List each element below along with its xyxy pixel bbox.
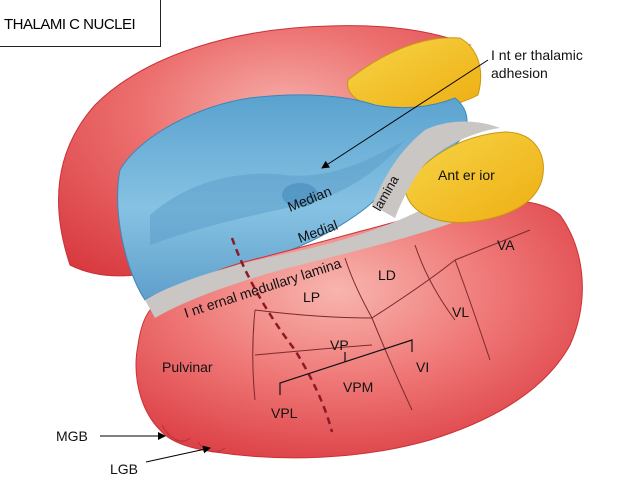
front-anterior-nucleus [404,131,544,224]
label-vi: VI [416,359,429,375]
label-vpl: VPL [271,405,298,421]
interthalamic-adhesion [282,183,318,207]
internal-medullary-lamina-band [145,205,460,318]
label-vl: VL [452,304,469,320]
label-lgb: LGB [110,461,138,477]
lgb-pointer [145,445,211,463]
label-interthalamic-line2: adhesion [491,65,548,81]
diagram-title: THALAMI C NUCLEI [4,16,136,33]
label-vp: VP [330,337,349,353]
mgb-bump [161,424,191,442]
label-pulvinar: Pulvinar [162,359,213,375]
vp-bracket [279,339,413,395]
label-interthalamic-line1: I nt er thalamic [491,47,583,63]
label-anterior: Ant er ior [438,167,495,183]
title-box: THALAMI C NUCLEI [0,0,161,47]
lamina-rim [372,121,500,218]
label-lp: LP [303,289,320,305]
median-groove [150,140,405,245]
label-va: VA [497,237,515,253]
label-mgb: MGB [56,428,88,444]
label-vpm: VPM [343,379,373,395]
label-ld: LD [378,267,396,283]
nucleus-boundaries [252,229,531,411]
interthalamic-pointer [321,59,489,169]
